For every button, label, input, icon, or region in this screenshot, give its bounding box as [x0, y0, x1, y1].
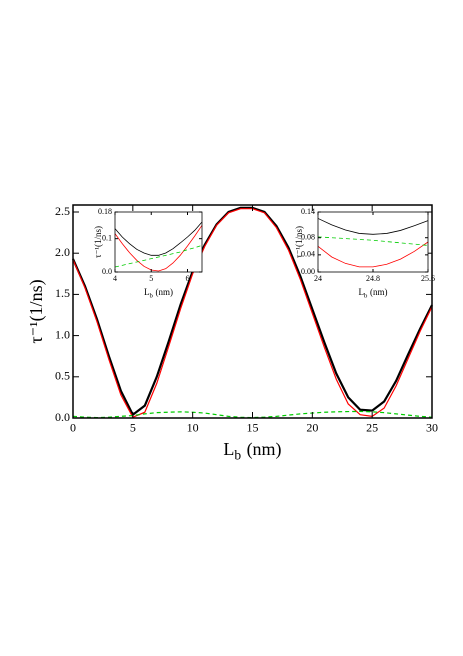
- x-axis-label-main: L: [223, 439, 234, 459]
- x-axis-label-unit: (nm): [247, 439, 282, 460]
- inset-background: [115, 212, 202, 272]
- x-tick-label: 5: [130, 421, 136, 435]
- x-axis-label-main: L: [358, 287, 364, 297]
- y-tick-label: 0.0: [102, 267, 112, 276]
- y-tick-label: 2.5: [55, 204, 70, 218]
- x-tick-label: 20: [306, 421, 318, 435]
- y-axis-label: τ⁻¹(1/ns): [26, 279, 47, 343]
- y-tick-label: 0.14: [301, 207, 315, 216]
- y-tick-label: 2.0: [55, 245, 70, 259]
- x-tick-label: 5: [149, 274, 153, 283]
- x-tick-label: 24: [314, 274, 322, 283]
- y-tick-label: 1.0: [55, 327, 70, 341]
- y-tick-label: 0.5: [55, 369, 70, 383]
- x-tick-label: 25: [366, 421, 378, 435]
- x-axis-label-main: L: [144, 287, 150, 297]
- x-axis-label-sub: b: [364, 292, 368, 299]
- x-tick-label: 15: [247, 421, 259, 435]
- x-axis-label: Lb (nm): [144, 287, 173, 299]
- x-tick-label: 24.8: [366, 274, 380, 283]
- y-axis-label: τ⁻¹(1/ns): [294, 226, 304, 258]
- series-line: [114, 244, 203, 268]
- x-axis-label: Lb (nm): [223, 439, 281, 462]
- x-axis-label-sub: b: [234, 447, 241, 462]
- x-tick-label: 10: [187, 421, 199, 435]
- y-tick-label: 0.0: [55, 410, 70, 424]
- y-axis-label: τ⁻¹(1/ns): [93, 226, 103, 258]
- x-axis-label-sub: b: [149, 292, 153, 299]
- x-axis-label: Lb (nm): [358, 287, 387, 299]
- x-tick-label: 4: [113, 274, 117, 283]
- y-tick-label: 0.18: [98, 207, 112, 216]
- x-tick-label: 6: [186, 274, 190, 283]
- y-tick-label: 0.00: [301, 267, 315, 276]
- x-tick-label: 25.6: [421, 274, 435, 283]
- inset-background: [318, 212, 428, 272]
- plot-frame: [114, 211, 203, 273]
- series-line: [317, 236, 429, 246]
- y-tick-label: 0.1: [102, 233, 112, 242]
- series-line: [317, 218, 429, 235]
- y-tick-label: 0.04: [301, 250, 315, 259]
- series-line: [317, 241, 429, 268]
- x-axis-label-unit: (nm): [156, 287, 174, 297]
- y-tick-label: 1.5: [55, 286, 70, 300]
- series-line: [114, 225, 203, 272]
- series-line: [114, 221, 203, 256]
- x-tick-label: 30: [426, 421, 438, 435]
- y-tick-label: 0.08: [301, 233, 315, 242]
- x-tick-label: 0: [70, 421, 76, 435]
- x-axis-label-unit: (nm): [370, 287, 388, 297]
